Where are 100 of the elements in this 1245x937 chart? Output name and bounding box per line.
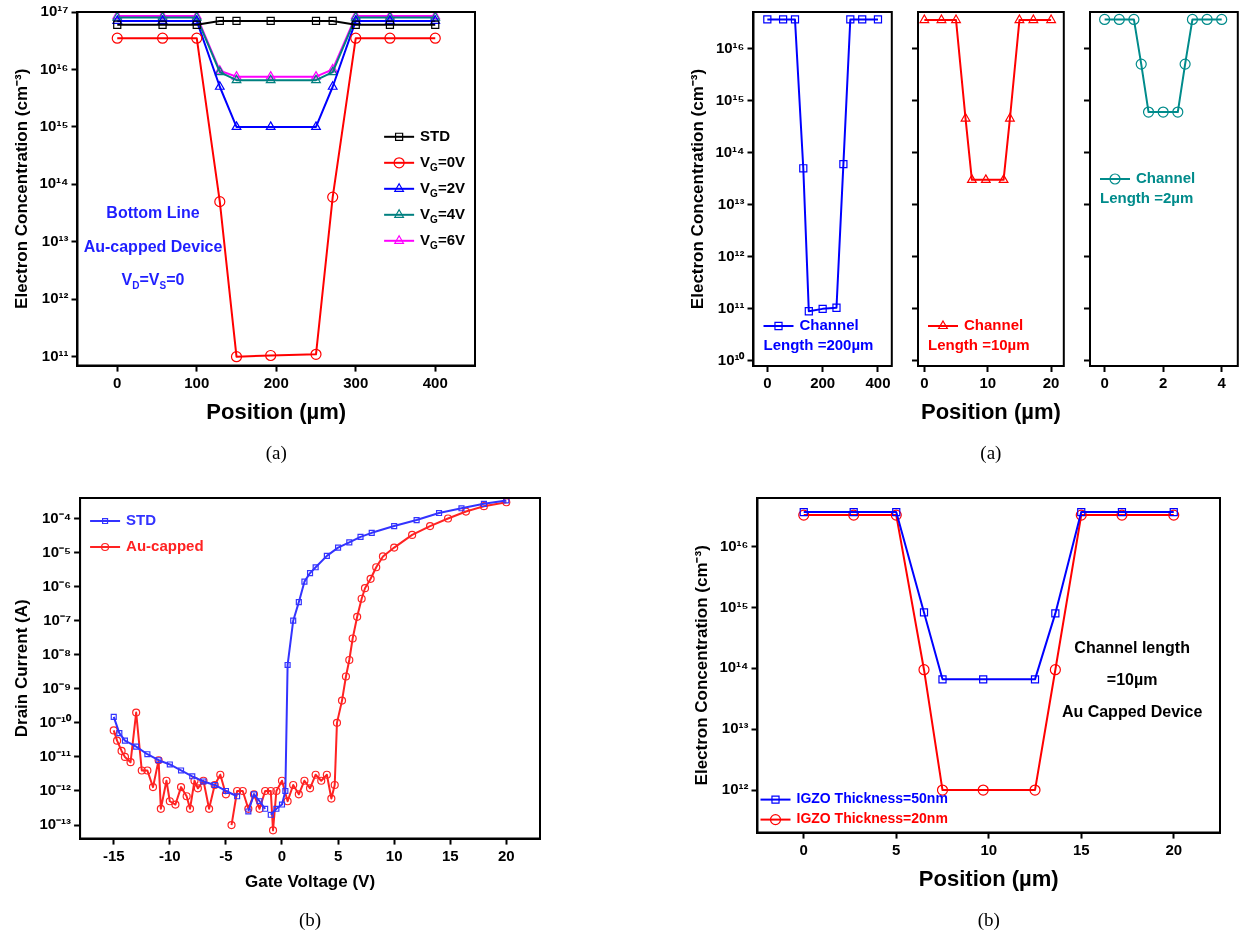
y-tick-label: 10¹⁴: [715, 142, 745, 160]
point: [918, 664, 930, 676]
point: [230, 351, 243, 363]
point: [858, 15, 867, 24]
point: [311, 71, 321, 80]
y-tick-label: 10⁻¹³: [39, 815, 72, 833]
point: [346, 539, 353, 546]
y-tick-label: 10¹²: [717, 246, 745, 264]
point: [357, 533, 364, 540]
x-tick-label: 300: [343, 373, 369, 391]
point: [849, 507, 858, 517]
point: [327, 81, 338, 90]
legend-label: IGZO Thickness=50nm: [796, 790, 948, 807]
point: [113, 20, 122, 29]
point: [290, 617, 297, 624]
point: [1051, 609, 1060, 618]
y-tick-label: 10¹⁵: [719, 597, 749, 615]
point: [385, 20, 395, 29]
point: [848, 509, 860, 521]
y-tick-label: 10⁻⁸: [42, 644, 72, 662]
point: [977, 784, 989, 796]
x-tick-label: 20: [1042, 374, 1060, 392]
point: [938, 675, 947, 684]
x-tick-label: 100: [184, 373, 210, 391]
y-axis-title: Drain Current (A): [11, 599, 31, 738]
y-tick-label: 10¹²: [41, 289, 69, 307]
point: [156, 32, 169, 44]
point: [110, 713, 117, 720]
y-tick-label: 10¹⁰: [717, 351, 746, 369]
point: [266, 16, 275, 26]
point: [763, 15, 772, 24]
y-tick-label: 10¹³: [721, 719, 749, 737]
point: [1049, 664, 1061, 676]
legend-label: Channel Length =2µm: [1100, 169, 1196, 207]
point: [111, 32, 123, 44]
point: [222, 787, 229, 795]
point: [273, 805, 280, 812]
point: [413, 516, 420, 524]
x-tick-label: 4: [1217, 374, 1227, 392]
x-tick-label: 5: [892, 840, 901, 858]
legend-label: Au-capped: [126, 537, 204, 555]
x-tick-label: 200: [810, 374, 836, 392]
y-tick-label: 10⁻¹¹: [39, 747, 72, 765]
x-tick-label: 400: [865, 374, 891, 392]
y-tick-label: 10¹⁶: [715, 38, 745, 56]
point: [778, 15, 788, 24]
legend-label: Channel Length =10µm: [928, 316, 1030, 354]
legend-label: STD: [420, 126, 451, 144]
y-tick-label: 10⁻⁷: [43, 610, 72, 628]
point: [312, 564, 319, 571]
point: [265, 71, 276, 80]
y-tick-label: 10¹¹: [717, 299, 745, 316]
point: [1077, 507, 1086, 517]
point: [234, 793, 241, 800]
y-tick-label: 10¹³: [717, 194, 745, 212]
point: [231, 121, 242, 130]
annotation: Au-capped Device: [83, 237, 223, 255]
annotation: =10µm: [1106, 670, 1158, 688]
x-tick-label: 15: [1072, 840, 1090, 858]
point: [1030, 675, 1040, 684]
y-tick-label: 10¹¹: [41, 346, 69, 364]
point: [1117, 507, 1127, 517]
point: [890, 509, 902, 521]
annotation: Au Capped Device: [1061, 702, 1203, 720]
point: [832, 303, 841, 312]
x-tick-label: 2: [1159, 374, 1168, 392]
x-tick-label: 15: [441, 846, 459, 864]
point: [458, 505, 465, 512]
point: [919, 608, 929, 617]
text: (a): [265, 441, 287, 464]
point: [431, 20, 440, 29]
point: [265, 121, 276, 130]
point: [839, 160, 848, 169]
point: [368, 529, 375, 536]
y-tick-label: 10⁻⁴: [41, 508, 72, 526]
x-tick-label: 5: [333, 846, 343, 864]
point: [335, 544, 342, 551]
point: [295, 599, 302, 606]
point: [311, 121, 321, 130]
x-axis-title: Position (µm): [918, 865, 1059, 891]
point: [798, 509, 810, 521]
point: [158, 20, 167, 29]
text: (a): [980, 441, 1002, 464]
x-tick-label: 400: [422, 373, 448, 391]
point: [133, 743, 140, 750]
y-tick-label: 10¹³: [41, 231, 69, 249]
point: [144, 751, 151, 758]
x-tick-label: 10: [979, 374, 997, 392]
point: [1075, 509, 1087, 521]
x-tick-label: 0: [920, 374, 929, 392]
x-tick-label: 0: [113, 373, 122, 391]
point: [191, 32, 203, 44]
point: [116, 730, 123, 737]
legend-label: Channel Length =200µm: [763, 316, 874, 354]
y-tick-label: 10¹⁶: [719, 536, 749, 554]
y-tick-label: 10¹⁴: [719, 658, 749, 676]
point: [278, 801, 286, 808]
point: [1169, 507, 1178, 517]
point: [804, 307, 813, 316]
x-tick-label: -5: [219, 846, 233, 864]
